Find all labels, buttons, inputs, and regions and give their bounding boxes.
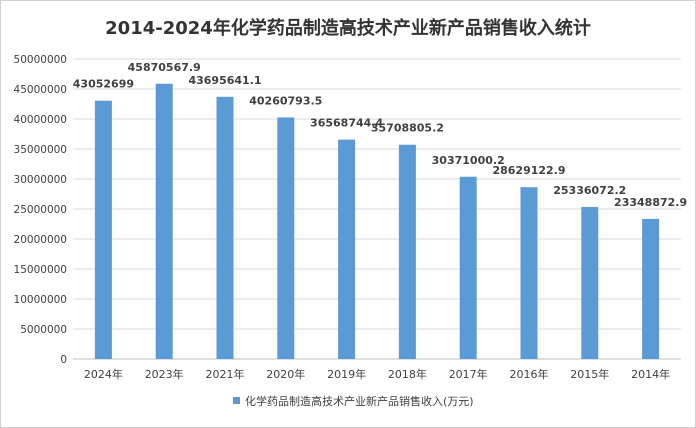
y-axis-tick-labels: 0 5000000 10000000 15000000 20000000 25000000…: [14, 54, 67, 366]
x-tick-label: 2015年: [570, 367, 609, 381]
data-label: 35708805.2: [371, 122, 444, 135]
y-tick-label: 45000000: [14, 84, 67, 96]
data-label: 25336072.2: [553, 184, 626, 197]
bars: [94, 83, 660, 359]
bar: [277, 117, 295, 359]
y-tick-label: 50000000: [14, 54, 67, 66]
bar: [338, 139, 356, 359]
x-tick-label: 2024年: [84, 367, 123, 381]
data-label: 36568744.4: [310, 117, 383, 130]
x-tick-label: 2016年: [510, 367, 549, 381]
y-tick-label: 30000000: [14, 174, 67, 186]
data-label: 40260793.5: [249, 94, 322, 107]
bar: [398, 144, 416, 359]
y-tick-label: 20000000: [14, 234, 67, 246]
x-tick-label: 2020年: [266, 367, 305, 381]
y-tick-label: 0: [60, 354, 67, 366]
y-tick-label: 5000000: [20, 324, 67, 336]
x-tick-label: 2018年: [388, 367, 427, 381]
y-tick-label: 35000000: [14, 144, 67, 156]
legend-swatch: [233, 397, 240, 404]
data-label: 43695641.1: [188, 74, 261, 87]
y-tick-label: 15000000: [14, 264, 67, 276]
bar: [459, 176, 477, 359]
bar: [642, 218, 660, 359]
data-label: 23348872.9: [614, 196, 687, 209]
x-tick-label: 2014年: [631, 367, 670, 381]
y-tick-label: 10000000: [14, 294, 67, 306]
chart-title: 2014-2024年化学药品制造高技术产业新产品销售收入统计: [105, 17, 591, 39]
x-tick-label: 2017年: [449, 367, 488, 381]
bar: [520, 187, 538, 359]
bar: [155, 83, 173, 359]
bar: [216, 96, 234, 359]
data-label: 30371000.2: [432, 154, 505, 167]
x-tick-label: 2021年: [206, 367, 245, 381]
legend: 化学药品制造高技术产业新产品销售收入(万元): [233, 394, 474, 408]
data-label: 45870567.9: [128, 61, 201, 74]
data-label: 28629122.9: [492, 164, 565, 177]
x-tick-label: 2019年: [327, 367, 366, 381]
y-tick-label: 25000000: [14, 204, 67, 216]
x-axis-tick-labels: 2024年 2023年 2021年 2020年 2019年 2018年 2017年 2016年…: [84, 367, 670, 381]
data-label: 43052699: [73, 78, 134, 91]
legend-label: 化学药品制造高技术产业新产品销售收入(万元): [245, 394, 474, 408]
gridlines: [73, 58, 681, 360]
bar: [94, 100, 112, 359]
bar: [581, 206, 599, 359]
y-tick-label: 40000000: [14, 114, 67, 126]
x-tick-label: 2023年: [145, 367, 184, 381]
